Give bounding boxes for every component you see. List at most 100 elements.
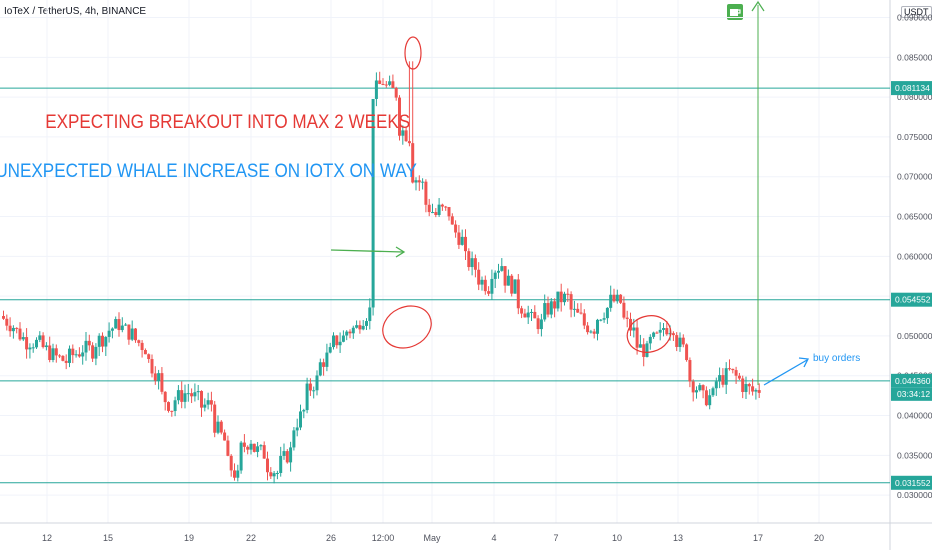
candle-body: [315, 375, 319, 391]
candle-body: [54, 348, 58, 356]
candle-body: [569, 294, 573, 310]
highlight-circle-top: [404, 36, 422, 70]
candle-body: [711, 388, 715, 396]
candle-body: [61, 355, 65, 361]
candle-body: [252, 443, 256, 452]
candle-body: [335, 335, 339, 346]
price-label-text: 0.081134: [895, 83, 930, 93]
candle-body: [21, 337, 25, 340]
candle-body: [734, 370, 738, 376]
candle-body: [695, 390, 698, 393]
candle-body: [503, 266, 507, 286]
x-tick-label: 12:00: [372, 533, 395, 543]
candle-body: [38, 335, 42, 340]
candle-body: [638, 344, 642, 348]
candle-body: [229, 455, 233, 471]
candle-body: [48, 345, 52, 361]
candle-body: [619, 294, 623, 303]
candle-body: [31, 347, 35, 349]
candle-body: [615, 294, 619, 302]
candle-body: [688, 360, 692, 382]
candle-body: [107, 330, 111, 337]
candle-body: [757, 390, 761, 393]
candle-body: [18, 328, 22, 340]
candle-body: [510, 275, 514, 294]
candle-body: [662, 328, 665, 330]
price-label-box: [891, 373, 932, 388]
candle-body: [68, 348, 71, 363]
candle-body: [378, 80, 382, 84]
candle-body: [341, 335, 345, 342]
candle-body: [751, 386, 755, 392]
candle-body: [266, 458, 269, 473]
candle-body: [249, 443, 253, 450]
candle-body: [58, 355, 62, 357]
price-label-text: 0.031552: [895, 478, 931, 488]
candle-body: [747, 384, 751, 387]
candle-body: [655, 332, 659, 334]
candle-body: [523, 313, 527, 318]
candle-body: [170, 410, 174, 412]
candle-body: [35, 339, 38, 348]
x-tick-label: 20: [814, 533, 824, 543]
green-arrow-head: [395, 246, 406, 258]
candle-body: [74, 354, 78, 356]
coffee-cup-icon[interactable]: [727, 4, 743, 20]
candle-body: [513, 279, 517, 294]
candle-body: [394, 87, 398, 98]
candle-body: [566, 293, 570, 295]
candle-body: [351, 327, 355, 334]
candle-body: [246, 446, 250, 450]
x-tick-label: 7: [553, 533, 558, 543]
candle-body: [381, 83, 385, 85]
candle-body: [612, 294, 616, 302]
candle-body: [704, 390, 708, 406]
candle-body: [28, 347, 32, 350]
candle-body: [295, 427, 299, 431]
candle-body: [642, 344, 646, 357]
candle-body: [497, 270, 500, 273]
candle-body: [157, 373, 161, 381]
candle-body: [731, 368, 735, 371]
candle-body: [543, 303, 547, 320]
candle-body: [681, 337, 685, 345]
y-tick-label: 0.075000: [897, 132, 932, 142]
candle-body: [708, 395, 712, 406]
candle-body: [582, 313, 586, 326]
candle-body: [104, 336, 108, 347]
candle-body: [411, 143, 415, 183]
candle-body: [536, 318, 540, 330]
candle-body: [289, 447, 293, 463]
candle-body: [180, 390, 184, 402]
y-tick-label: 0.030000: [897, 490, 932, 500]
candle-body: [645, 343, 649, 357]
x-tick-label: 13: [673, 533, 683, 543]
candle-body: [599, 319, 603, 321]
currency-badge[interactable]: USDT: [901, 6, 932, 18]
blue-arrow-head: [798, 357, 809, 368]
candle-body: [724, 368, 728, 385]
candle-body: [223, 432, 227, 441]
price-label-box: [891, 292, 932, 307]
candle-body: [355, 325, 359, 328]
blue-arrow-line: [763, 359, 808, 386]
candle-body: [388, 81, 392, 85]
x-tick-label: 15: [103, 533, 113, 543]
candle-body: [262, 445, 266, 459]
price-label-box: [891, 475, 932, 490]
candle-body: [675, 335, 679, 347]
highlight-circle-breakout: [382, 305, 432, 349]
candle-body: [87, 340, 91, 346]
candle-body: [190, 393, 194, 397]
x-tick-label: 22: [246, 533, 256, 543]
candle-body: [114, 319, 118, 329]
candle-body: [553, 301, 557, 309]
candle-body: [401, 130, 405, 136]
candle-body: [718, 375, 722, 382]
candle-body: [368, 307, 372, 322]
annotation-buy-orders: buy orders: [813, 353, 860, 364]
candle-body: [332, 335, 335, 348]
candle-body: [305, 383, 309, 411]
candle-body: [77, 354, 81, 357]
candle-body: [467, 251, 471, 268]
